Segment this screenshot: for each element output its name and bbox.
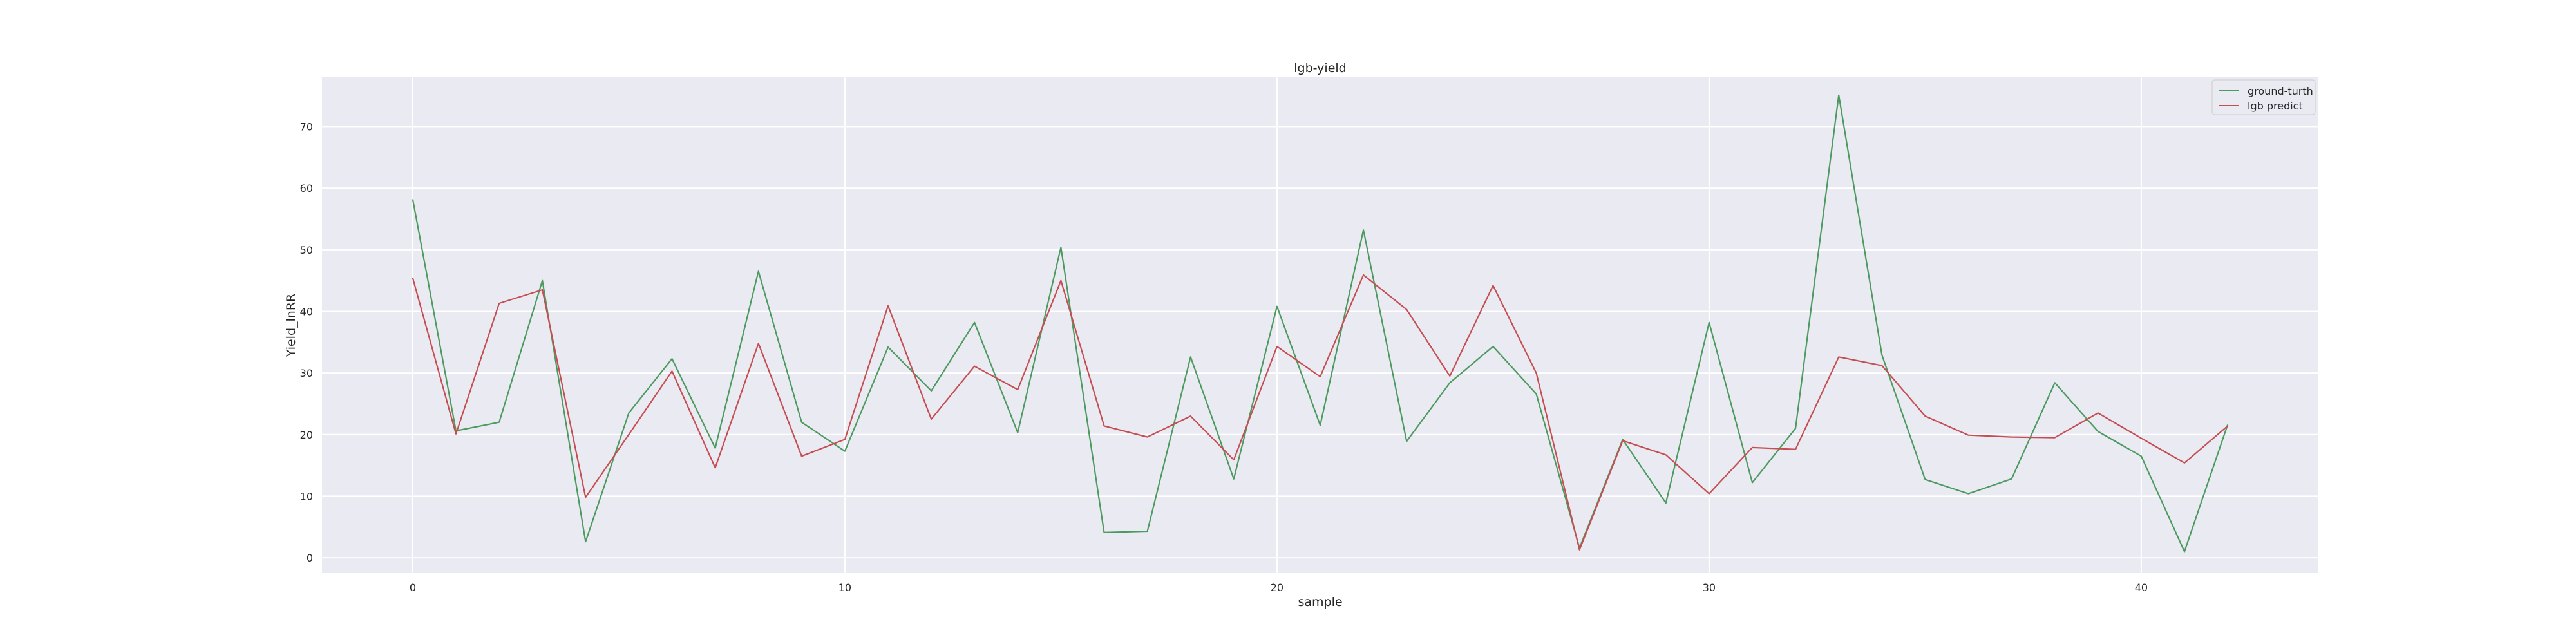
- series-line-ground-turth: [412, 94, 2229, 553]
- series-line-lgb-predict: [412, 274, 2228, 551]
- series-group: [412, 94, 2229, 553]
- y-tick-label: 0: [307, 552, 313, 564]
- legend-label-ground-turth: ground-turth: [2248, 85, 2313, 97]
- x-tick-label: 10: [838, 582, 851, 594]
- x-tick-label: 20: [1271, 582, 1283, 594]
- x-tick-label: 0: [410, 582, 416, 594]
- x-tick-label: 30: [1703, 582, 1716, 594]
- x-tick-labels: 0 10 20 30 40: [410, 582, 2148, 594]
- x-tick-label: 40: [2135, 582, 2148, 594]
- chart-title: lgb-yield: [1294, 61, 1346, 75]
- grid: [322, 77, 2318, 573]
- y-tick-labels: 0 10 20 30 40 50 60 70: [300, 121, 313, 565]
- y-axis-label: Yield_lnRR: [284, 294, 298, 357]
- y-tick-label: 30: [300, 367, 313, 379]
- y-tick-label: 40: [300, 305, 313, 317]
- legend: ground-turth lgb predict: [2211, 79, 2316, 115]
- y-tick-label: 50: [300, 244, 313, 256]
- y-tick-label: 60: [300, 182, 313, 194]
- y-tick-label: 10: [300, 490, 313, 502]
- plot-area: [322, 77, 2318, 573]
- y-tick-label: 20: [300, 429, 313, 441]
- legend-label-lgb-predict: lgb predict: [2248, 100, 2303, 112]
- x-axis-label: sample: [1298, 595, 1342, 609]
- y-tick-label: 70: [300, 121, 313, 133]
